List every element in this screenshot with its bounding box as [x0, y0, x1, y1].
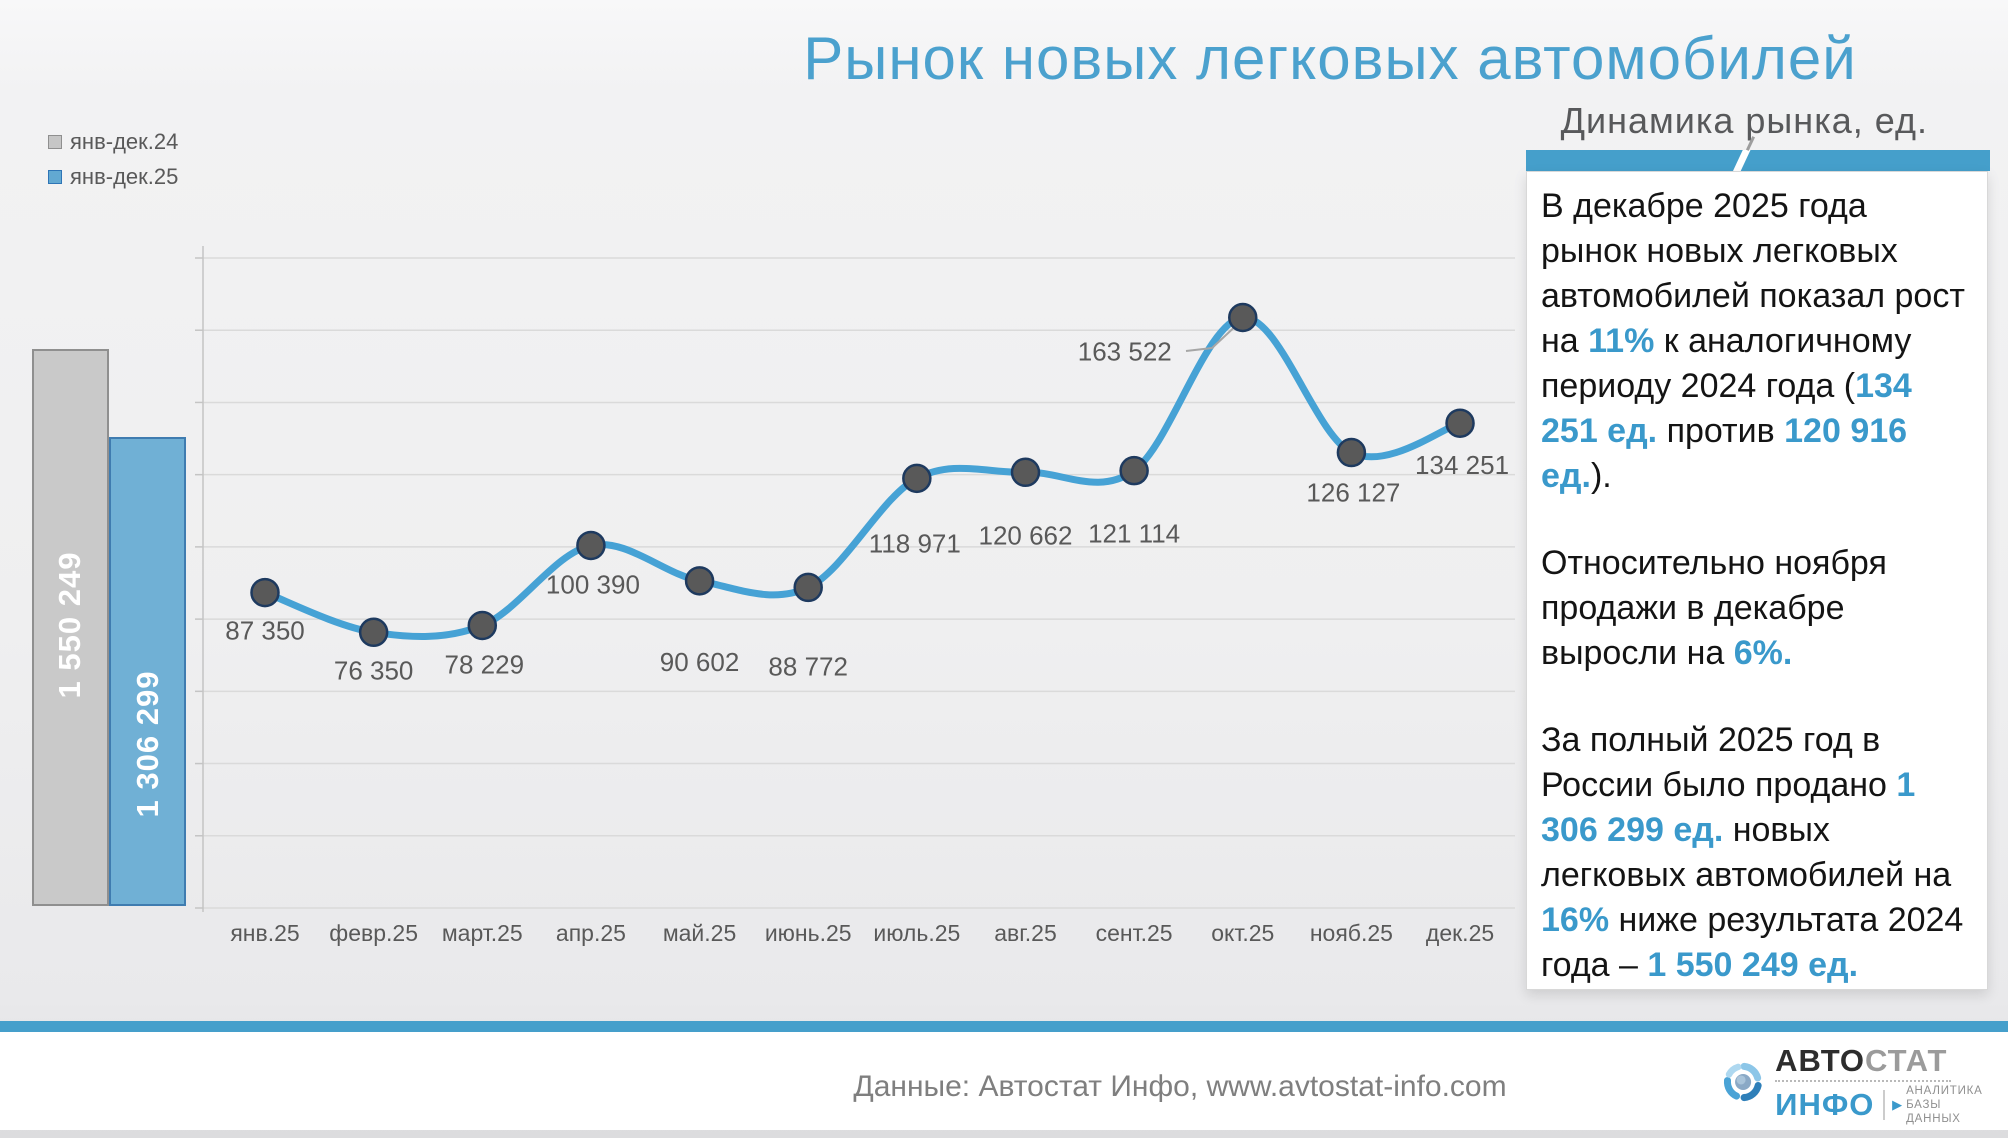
month-label: окт.25 — [1211, 920, 1274, 946]
data-point-label: 100 390 — [546, 569, 640, 599]
highlighted-value: 6%. — [1733, 634, 1793, 672]
data-point-marker — [684, 566, 715, 596]
panel-text-segment: За полный 2025 год в России было продано — [1541, 721, 1897, 804]
logo-stat: СТАТ — [1865, 1043, 1948, 1078]
data-point-marker — [358, 617, 389, 648]
logo-tagline-1: АНАЛИТИКА — [1906, 1085, 1983, 1097]
logo-avto: АВТО — [1775, 1043, 1866, 1078]
page-title: Рынок новых легковых автомобилей — [803, 25, 1857, 92]
logo-info: ИНФО — [1775, 1087, 1875, 1122]
panel-text-segment: новых легковых автомобилей на — [1541, 811, 1952, 894]
data-point-label: 126 127 — [1306, 478, 1400, 508]
play-icon: ▶ — [1892, 1097, 1903, 1112]
panel-paragraph: В декабре 2025 года рынок новых легковых… — [1541, 184, 1971, 499]
chart-subtitle: Динамика рынка, ед. — [1560, 100, 1928, 141]
panel-paragraph: За полный 2025 год в России было продано… — [1541, 718, 1971, 988]
month-label: май.25 — [663, 920, 736, 946]
info-panel-text: В декабре 2025 года рынок новых легковых… — [1541, 184, 1971, 988]
data-source-text: Данные: Автостат Инфо, www.avtostat-info… — [853, 1070, 1507, 1103]
month-label: янв.25 — [230, 920, 299, 946]
highlighted-value: 16% — [1541, 901, 1610, 939]
highlighted-value: 120 916 ед. — [1541, 412, 1908, 495]
footer — [0, 1032, 2008, 1130]
month-label: март.25 — [442, 920, 523, 946]
data-point-marker — [576, 530, 606, 561]
data-point-label: 118 971 — [869, 528, 961, 558]
month-label: июнь.25 — [765, 920, 852, 946]
logo-subrow: ИНФО ▶ АНАЛИТИКА БАЗЫ ДАННЫХ — [1775, 1084, 1983, 1126]
panel-header-bar — [1526, 150, 1990, 171]
data-point-marker — [1445, 408, 1475, 438]
data-point-label: 134 251 — [1415, 450, 1509, 480]
data-point-label: 90 602 — [660, 647, 740, 677]
data-point-marker — [793, 572, 823, 603]
panel-header-slash — [1731, 150, 1752, 171]
data-point-marker — [1010, 457, 1041, 488]
data-point-label: 88 772 — [768, 651, 848, 681]
highlighted-value: 1 306 299 ед. — [1541, 766, 1916, 849]
data-point-marker — [250, 577, 280, 608]
month-label: нояб.25 — [1310, 920, 1393, 946]
month-label: авг.25 — [994, 920, 1057, 946]
annual-bar-2024 — [32, 349, 109, 906]
logo-vertical-divider — [1883, 1090, 1886, 1120]
avtostat-logo: АВТОСТАТ ИНФО ▶ АНАЛИТИКА БАЗЫ ДАННЫХ — [1723, 1045, 1983, 1126]
annual-bar-2025-label: 1 306 299 — [130, 670, 165, 818]
data-point-label: 163 522 — [1078, 337, 1172, 367]
panel-text-segment: ниже результата 2024 года – — [1541, 901, 1964, 984]
panel-text-segment: ). — [1590, 457, 1612, 495]
data-point-label: 121 114 — [1088, 519, 1180, 549]
legend-label-2025: янв-дек.25 — [70, 163, 179, 189]
highlighted-value: 1 550 249 ед. — [1647, 946, 1859, 984]
info-panel: В декабре 2025 года рынок новых легковых… — [1526, 171, 1988, 990]
data-point-marker — [467, 610, 498, 641]
month-label: апр.25 — [556, 920, 626, 946]
data-point-marker — [1336, 437, 1367, 468]
legend-item-2025: янв-дек.25 — [48, 159, 178, 194]
data-point-label: 120 662 — [978, 520, 1072, 550]
data-point-label: 87 350 — [225, 616, 305, 646]
label-leader-line — [1185, 321, 1241, 352]
annual-bar-2024-label: 1 550 249 — [52, 551, 87, 699]
panel-text-segment: Относительно ноября продажи в декабре вы… — [1541, 544, 1887, 672]
highlighted-value: 11% — [1588, 322, 1655, 360]
data-point-label: 76 350 — [334, 655, 414, 685]
month-label: июль.25 — [873, 920, 960, 946]
data-point-marker — [1228, 302, 1258, 333]
data-point-label: 78 229 — [445, 650, 525, 680]
avtostat-logo-icon — [1724, 1062, 1762, 1102]
highlighted-value: 134 251 ед. — [1541, 367, 1912, 450]
data-point-marker — [1119, 455, 1149, 486]
chart-legend: янв-дек.24 янв-дек.25 — [48, 124, 178, 194]
logo-dotted-divider — [1775, 1080, 1952, 1082]
logo-tagline: АНАЛИТИКА БАЗЫ ДАННЫХ — [1906, 1084, 1983, 1126]
panel-text-segment: против — [1657, 412, 1785, 450]
month-label: дек.25 — [1426, 920, 1494, 946]
panel-paragraph: Относительно ноября продажи в декабре вы… — [1541, 541, 1971, 676]
month-label: февр.25 — [329, 920, 418, 946]
data-point-marker — [902, 463, 932, 494]
sales-line-series — [261, 314, 1464, 640]
panel-text-segment: к аналогичному периоду 2024 года ( — [1541, 322, 1912, 405]
legend-swatch-2024 — [48, 134, 62, 149]
logo-wordmark: АВТОСТАТ — [1775, 1045, 1983, 1077]
legend-item-2024: янв-дек.24 — [48, 124, 178, 159]
month-label: сент.25 — [1096, 920, 1173, 946]
legend-swatch-2025 — [48, 169, 62, 184]
panel-text-segment: В декабре 2025 года рынок новых легковых… — [1541, 187, 1965, 360]
annual-bar-2025 — [109, 437, 186, 906]
footer-accent-bar — [0, 1021, 2008, 1032]
logo-tagline-2: БАЗЫ ДАННЫХ — [1906, 1099, 1961, 1125]
legend-label-2024: янв-дек.24 — [70, 128, 179, 154]
avtostat-logo-text: АВТОСТАТ ИНФО ▶ АНАЛИТИКА БАЗЫ ДАННЫХ — [1775, 1045, 1983, 1126]
